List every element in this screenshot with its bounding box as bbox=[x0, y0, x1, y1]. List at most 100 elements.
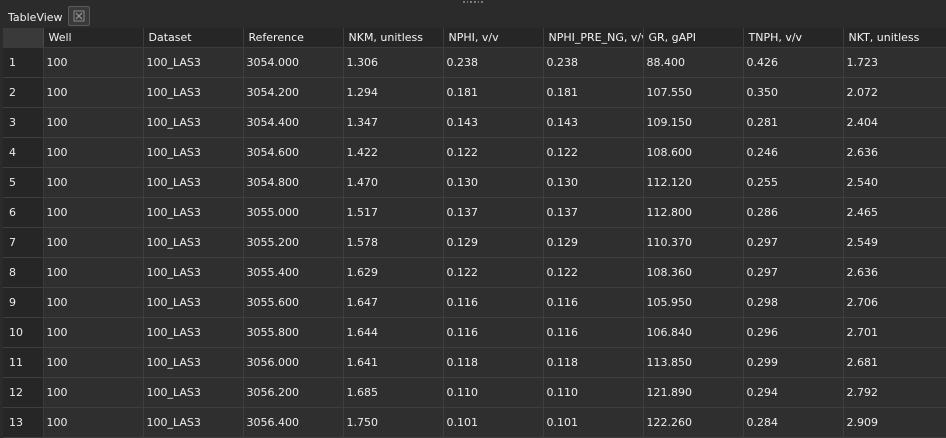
table-cell[interactable]: 3054.000 bbox=[243, 47, 344, 78]
table-cell[interactable]: 0.297 bbox=[743, 257, 844, 288]
table-cell[interactable]: 0.129 bbox=[443, 227, 544, 258]
table-cell[interactable]: 3054.200 bbox=[243, 77, 344, 108]
table-row[interactable]: 1 100 100_LAS3 3054.000 1.306 0.238 0.238 88.40… bbox=[3, 47, 946, 78]
table-cell[interactable]: 0.238 bbox=[543, 47, 644, 78]
table-cell[interactable]: 0.298 bbox=[743, 287, 844, 318]
table-cell[interactable]: 0.130 bbox=[543, 167, 644, 198]
table-cell[interactable]: 100_LAS3 bbox=[143, 197, 244, 228]
row-number[interactable]: 5 bbox=[3, 167, 44, 198]
table-row[interactable]: 13 100 100_LAS3 3056.400 1.750 0.101 0.101 122.… bbox=[3, 407, 946, 438]
table-row[interactable]: 10 100 100_LAS3 3055.800 1.644 0.116 0.116 106.… bbox=[3, 317, 946, 348]
table-cell[interactable]: 3054.600 bbox=[243, 137, 344, 168]
table-cell[interactable]: 113.850 bbox=[643, 347, 744, 378]
table-cell[interactable]: 100_LAS3 bbox=[143, 257, 244, 288]
table-cell[interactable]: 109.150 bbox=[643, 107, 744, 138]
table-cell[interactable]: 121.890 bbox=[643, 377, 744, 408]
table-cell[interactable]: 0.297 bbox=[743, 227, 844, 258]
table-cell[interactable]: 2.681 bbox=[843, 347, 946, 378]
table-cell[interactable]: 112.120 bbox=[643, 167, 744, 198]
table-cell[interactable]: 100_LAS3 bbox=[143, 227, 244, 258]
table-cell[interactable]: 100_LAS3 bbox=[143, 107, 244, 138]
table-cell[interactable]: 2.792 bbox=[843, 377, 946, 408]
table-cell[interactable]: 2.909 bbox=[843, 407, 946, 438]
table-cell[interactable]: 0.143 bbox=[443, 107, 544, 138]
row-number[interactable]: 10 bbox=[3, 317, 44, 348]
table-cell[interactable]: 1.517 bbox=[343, 197, 444, 228]
table-cell[interactable]: 1.723 bbox=[843, 47, 946, 78]
table-cell[interactable]: 1.685 bbox=[343, 377, 444, 408]
corner-select-all[interactable] bbox=[3, 28, 44, 48]
table-cell[interactable]: 107.550 bbox=[643, 77, 744, 108]
table-cell[interactable]: 0.101 bbox=[443, 407, 544, 438]
row-number[interactable]: 8 bbox=[3, 257, 44, 288]
column-header[interactable]: NPHI_PRE_NG, v/v bbox=[543, 28, 644, 48]
table-cell[interactable]: 3055.800 bbox=[243, 317, 344, 348]
table-cell[interactable]: 1.347 bbox=[343, 107, 444, 138]
drag-handle[interactable] bbox=[462, 0, 484, 4]
table-cell[interactable]: 0.110 bbox=[443, 377, 544, 408]
table-cell[interactable]: 0.122 bbox=[443, 137, 544, 168]
table-row[interactable]: 12 100 100_LAS3 3056.200 1.685 0.110 0.110 121.… bbox=[3, 377, 946, 408]
table-cell[interactable]: 0.130 bbox=[443, 167, 544, 198]
table-cell[interactable]: 1.629 bbox=[343, 257, 444, 288]
table-cell[interactable]: 100 bbox=[43, 377, 144, 408]
column-header[interactable]: NKM, unitless bbox=[343, 28, 444, 48]
table-cell[interactable]: 3054.400 bbox=[243, 107, 344, 138]
table-cell[interactable]: 100 bbox=[43, 227, 144, 258]
table-cell[interactable]: 0.122 bbox=[543, 137, 644, 168]
table-cell[interactable]: 0.296 bbox=[743, 317, 844, 348]
table-cell[interactable]: 0.286 bbox=[743, 197, 844, 228]
table-cell[interactable]: 0.122 bbox=[543, 257, 644, 288]
table-cell[interactable]: 3056.200 bbox=[243, 377, 344, 408]
row-number[interactable]: 2 bbox=[3, 77, 44, 108]
table-cell[interactable]: 2.706 bbox=[843, 287, 946, 318]
column-header[interactable]: Dataset bbox=[143, 28, 244, 48]
table-cell[interactable]: 100 bbox=[43, 167, 144, 198]
table-cell[interactable]: 100 bbox=[43, 77, 144, 108]
table-cell[interactable]: 3056.000 bbox=[243, 347, 344, 378]
table-cell[interactable]: 100_LAS3 bbox=[143, 407, 244, 438]
table-cell[interactable]: 110.370 bbox=[643, 227, 744, 258]
table-cell[interactable]: 105.950 bbox=[643, 287, 744, 318]
table-cell[interactable]: 100 bbox=[43, 137, 144, 168]
table-cell[interactable]: 2.072 bbox=[843, 77, 946, 108]
table-cell[interactable]: 108.600 bbox=[643, 137, 744, 168]
table-cell[interactable]: 0.101 bbox=[543, 407, 644, 438]
table-cell[interactable]: 100 bbox=[43, 407, 144, 438]
table-cell[interactable]: 100 bbox=[43, 257, 144, 288]
column-header[interactable]: GR, gAPI bbox=[643, 28, 744, 48]
table-cell[interactable]: 0.181 bbox=[443, 77, 544, 108]
table-cell[interactable]: 0.118 bbox=[543, 347, 644, 378]
table-cell[interactable]: 3055.600 bbox=[243, 287, 344, 318]
column-header[interactable]: NKT, unitless bbox=[843, 28, 946, 48]
table-cell[interactable]: 1.578 bbox=[343, 227, 444, 258]
table-cell[interactable]: 1.294 bbox=[343, 77, 444, 108]
table-cell[interactable]: 0.122 bbox=[443, 257, 544, 288]
table-cell[interactable]: 100_LAS3 bbox=[143, 347, 244, 378]
data-table-view[interactable]: Well Dataset Reference NKM, unitless NPHI, v… bbox=[3, 28, 946, 438]
table-cell[interactable]: 0.246 bbox=[743, 137, 844, 168]
table-cell[interactable]: 1.647 bbox=[343, 287, 444, 318]
table-cell[interactable]: 3055.000 bbox=[243, 197, 344, 228]
table-cell[interactable]: 106.840 bbox=[643, 317, 744, 348]
table-cell[interactable]: 0.116 bbox=[543, 317, 644, 348]
table-cell[interactable]: 0.110 bbox=[543, 377, 644, 408]
column-header[interactable]: NPHI, v/v bbox=[443, 28, 544, 48]
table-cell[interactable]: 0.137 bbox=[543, 197, 644, 228]
table-cell[interactable]: 2.701 bbox=[843, 317, 946, 348]
table-cell[interactable]: 0.118 bbox=[443, 347, 544, 378]
table-cell[interactable]: 3055.200 bbox=[243, 227, 344, 258]
table-row[interactable]: 5 100 100_LAS3 3054.800 1.470 0.130 0.130 112.1… bbox=[3, 167, 946, 198]
table-cell[interactable]: 100_LAS3 bbox=[143, 47, 244, 78]
table-row[interactable]: 9 100 100_LAS3 3055.600 1.647 0.116 0.116 105.9… bbox=[3, 287, 946, 318]
table-row[interactable]: 11 100 100_LAS3 3056.000 1.641 0.118 0.118 113.… bbox=[3, 347, 946, 378]
table-cell[interactable]: 100_LAS3 bbox=[143, 377, 244, 408]
table-cell[interactable]: 0.281 bbox=[743, 107, 844, 138]
table-cell[interactable]: 100_LAS3 bbox=[143, 317, 244, 348]
table-cell[interactable]: 100 bbox=[43, 347, 144, 378]
table-cell[interactable]: 1.641 bbox=[343, 347, 444, 378]
table-row[interactable]: 6 100 100_LAS3 3055.000 1.517 0.137 0.137 112.8… bbox=[3, 197, 946, 228]
table-cell[interactable]: 100 bbox=[43, 47, 144, 78]
table-cell[interactable]: 2.540 bbox=[843, 167, 946, 198]
table-cell[interactable]: 2.549 bbox=[843, 227, 946, 258]
